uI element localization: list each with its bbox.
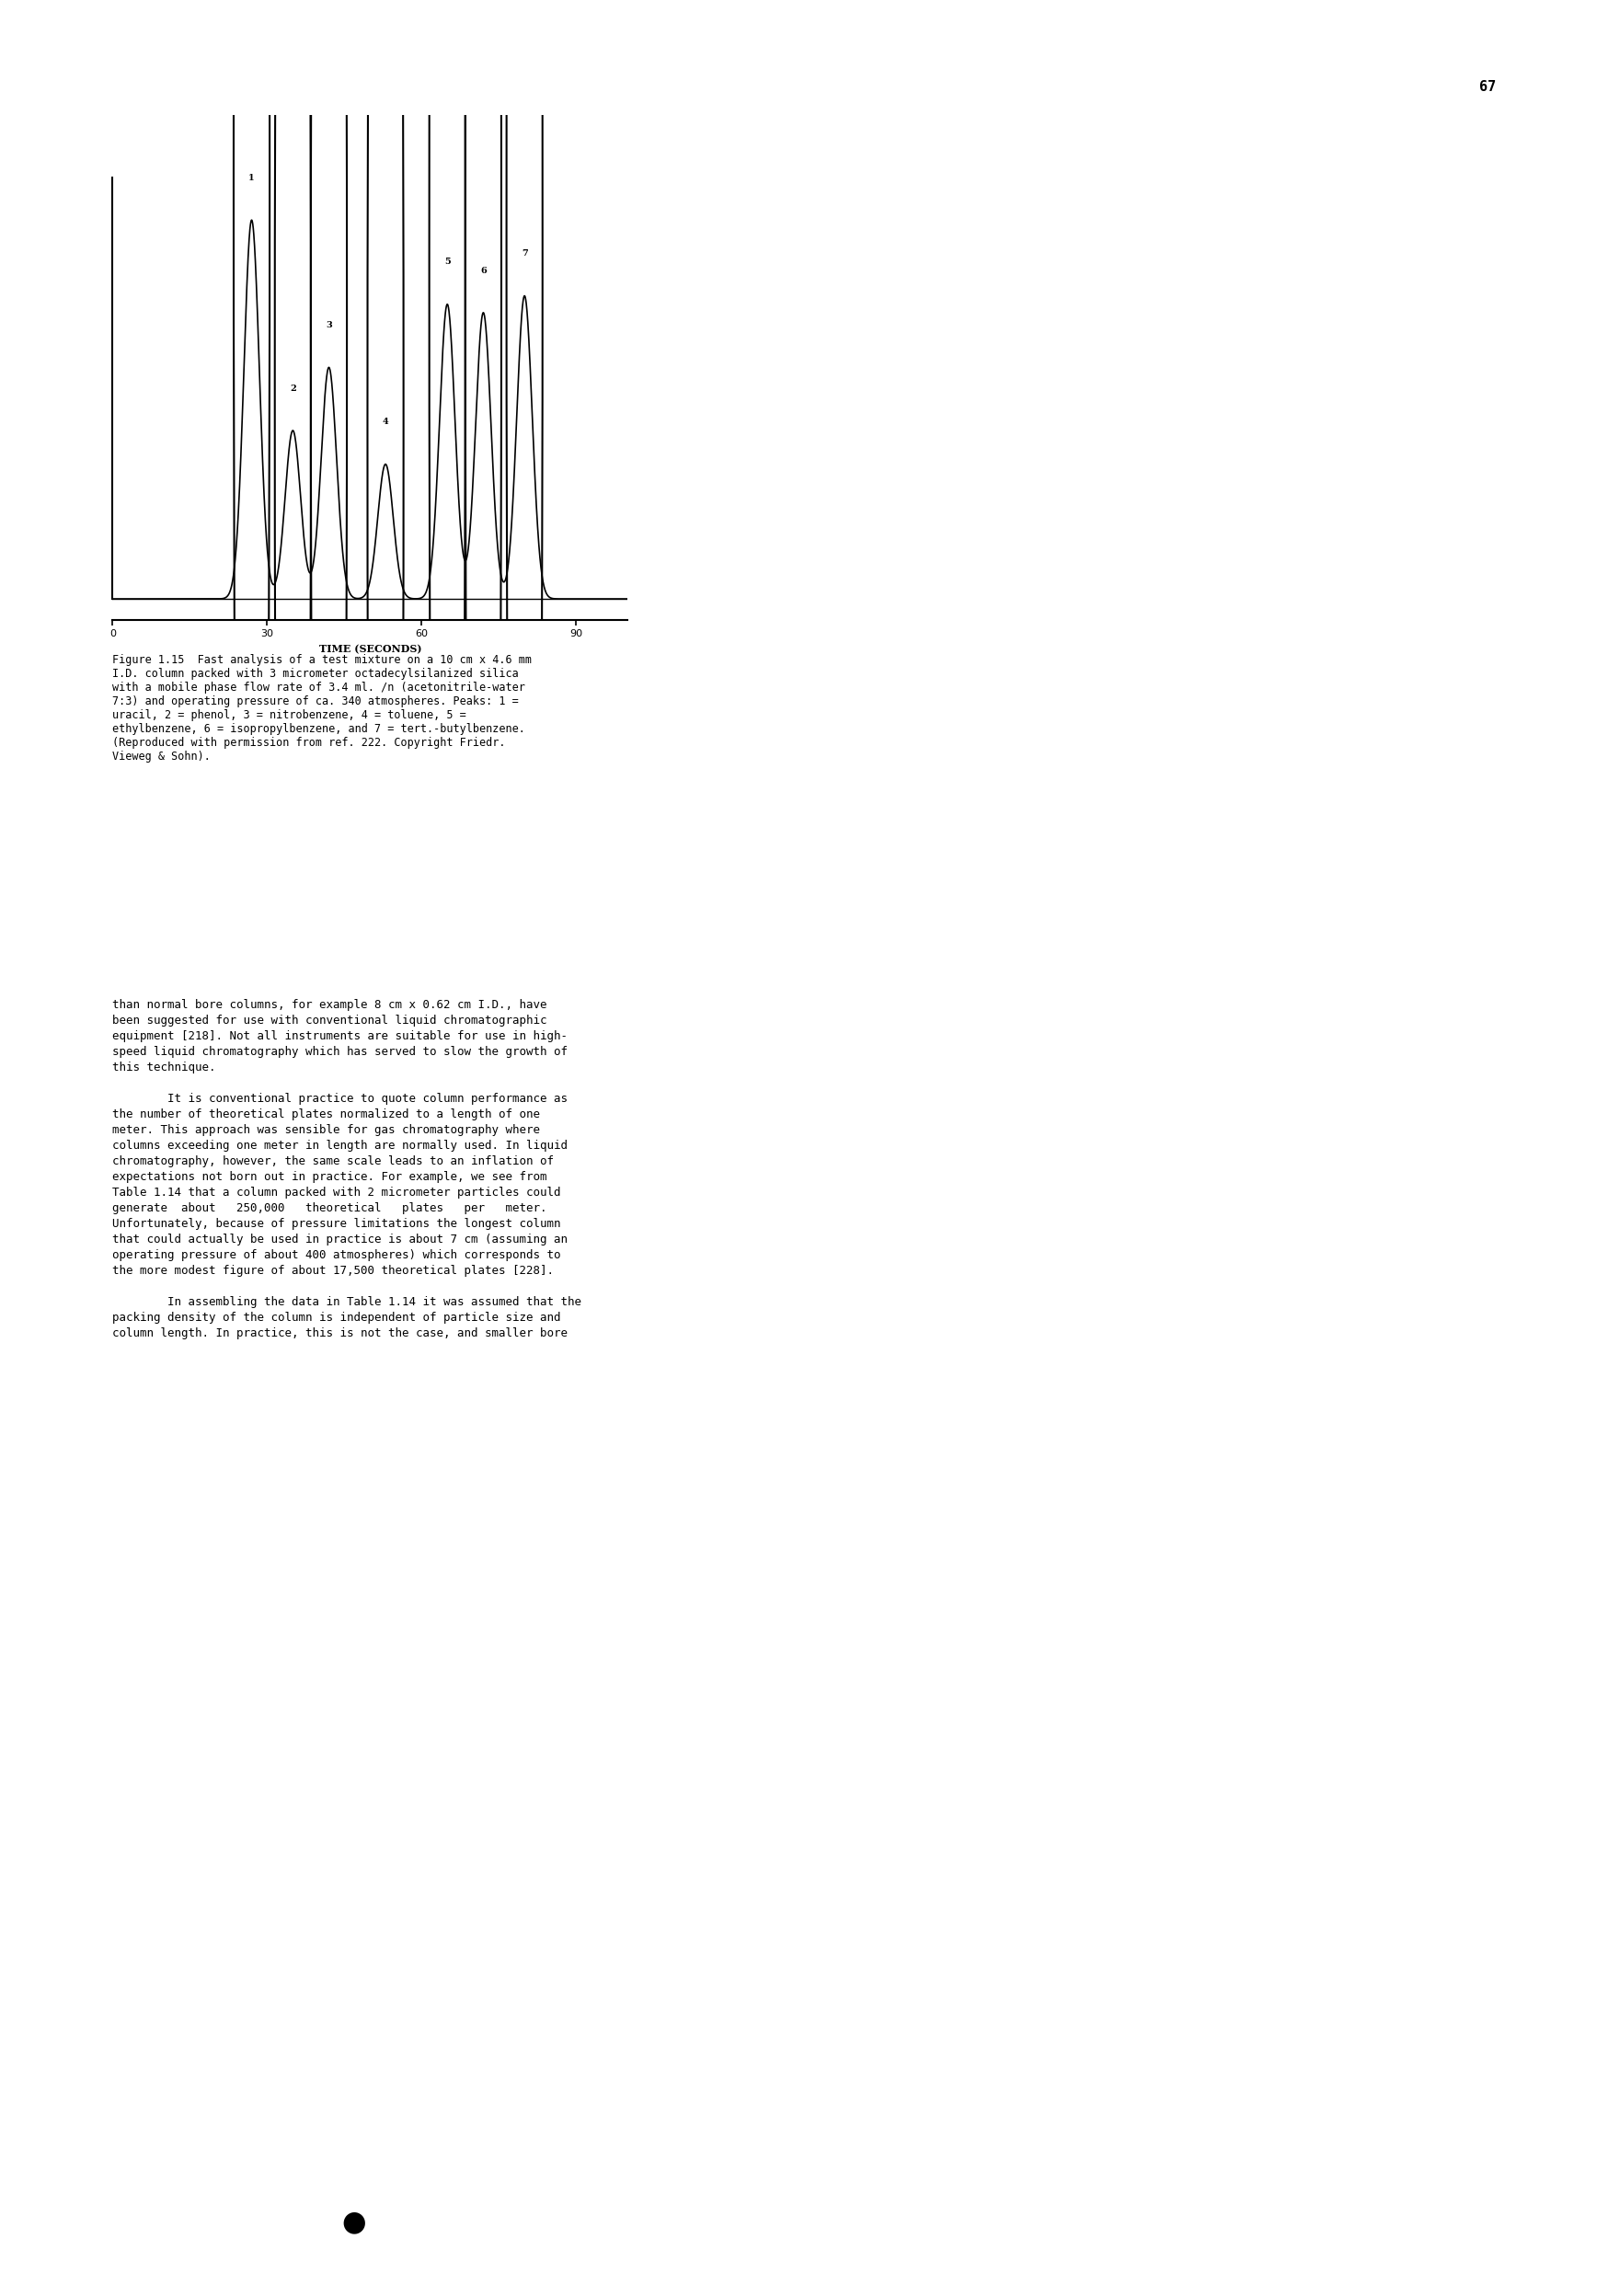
Text: ●: ● [341,2209,367,2236]
Text: 7: 7 [521,250,527,257]
Text: 2: 2 [289,383,296,393]
X-axis label: TIME (SECONDS): TIME (SECONDS) [318,643,421,654]
Text: 4: 4 [383,418,389,427]
Text: 6: 6 [479,266,486,276]
Text: 5: 5 [444,257,450,266]
Text: 67: 67 [1479,80,1495,94]
Text: 3: 3 [325,321,331,328]
Text: than normal bore columns, for example 8 cm x 0.62 cm I.D., have
been suggested f: than normal bore columns, for example 8 … [113,999,582,1339]
Text: Figure 1.15  Fast analysis of a test mixture on a 10 cm x 4.6 mm
I.D. column pac: Figure 1.15 Fast analysis of a test mixt… [113,654,532,762]
Text: 1: 1 [249,174,254,181]
